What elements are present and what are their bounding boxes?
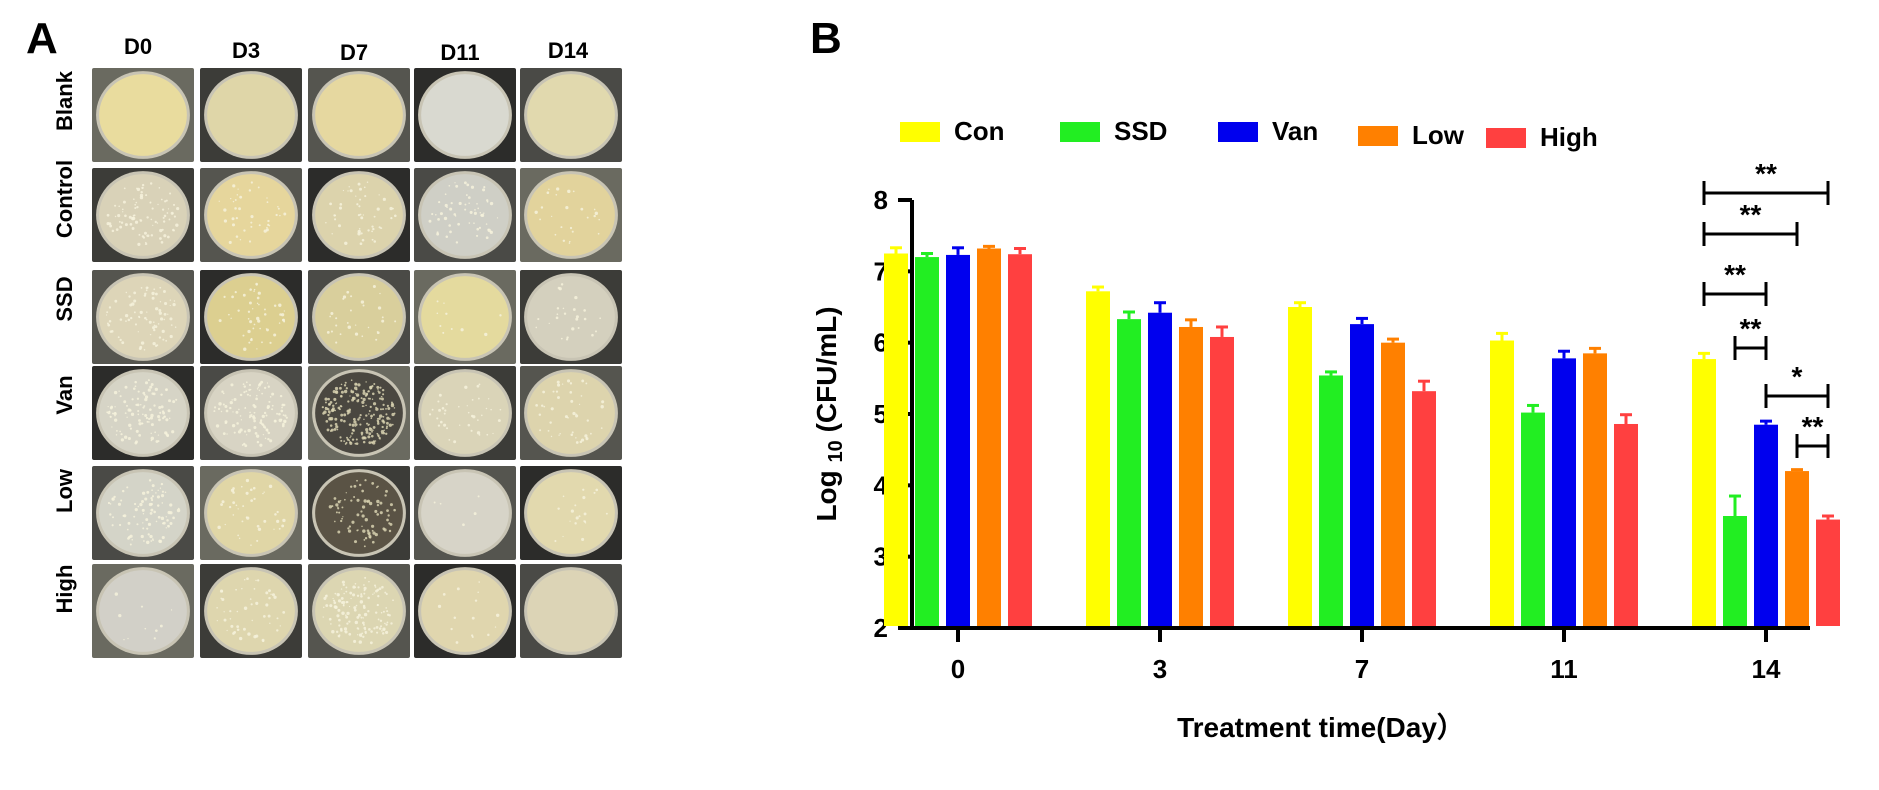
plate-photo bbox=[520, 564, 622, 658]
legend-label-ssd: SSD bbox=[1114, 116, 1168, 146]
plate-photo bbox=[414, 466, 516, 560]
legend-item-high: High bbox=[1486, 122, 1598, 153]
y-axis-label-unit: (CFU/mL) bbox=[811, 306, 842, 440]
x-tick-label: 0 bbox=[951, 654, 965, 684]
plate-photo bbox=[308, 366, 410, 460]
bar-high bbox=[1816, 519, 1840, 626]
panel-a: A D0 D3 D7 D11 D14 Blank Control SSD Van… bbox=[0, 0, 780, 790]
plate-photo bbox=[200, 466, 302, 560]
y-axis-label-main: Log bbox=[811, 462, 842, 521]
plate-photo bbox=[92, 68, 194, 162]
bar-con bbox=[884, 253, 908, 626]
x-tick-label: 11 bbox=[1550, 654, 1578, 684]
x-axis-label: Treatment time(Day） bbox=[1177, 711, 1465, 743]
bar-high bbox=[1008, 254, 1032, 627]
plate-photo bbox=[414, 68, 516, 162]
plate-photo bbox=[520, 168, 622, 262]
bar-ssd bbox=[1521, 412, 1545, 626]
bar-con bbox=[1692, 359, 1716, 626]
y-axis-label: Log 10 (CFU/mL) bbox=[811, 306, 847, 521]
legend-swatch-low bbox=[1358, 125, 1398, 146]
bar-high bbox=[1210, 336, 1234, 626]
x-tick-label: 3 bbox=[1153, 654, 1167, 684]
bar-van bbox=[946, 254, 970, 626]
bar-ssd bbox=[1723, 516, 1747, 626]
plate-photo bbox=[200, 168, 302, 262]
significance-label: ** bbox=[1740, 199, 1762, 230]
bar-con bbox=[1288, 307, 1312, 626]
y-axis-label-subscript: 10 bbox=[825, 440, 847, 462]
bar-low bbox=[1381, 342, 1405, 626]
plate-photo bbox=[200, 564, 302, 658]
plate-photo bbox=[520, 68, 622, 162]
column-header-d11: D11 bbox=[440, 40, 480, 65]
plate-photo bbox=[308, 168, 410, 262]
bar-van bbox=[1754, 424, 1778, 626]
bar-van bbox=[1350, 324, 1374, 626]
significance-label: ** bbox=[1755, 158, 1777, 189]
plate-photo bbox=[308, 270, 410, 364]
plate-photo bbox=[414, 270, 516, 364]
bar-van bbox=[1148, 312, 1172, 626]
plate-photo bbox=[92, 564, 194, 658]
significance-label: ** bbox=[1740, 313, 1762, 344]
legend-item-ssd: SSD bbox=[1060, 116, 1167, 147]
x-tick-label: 14 bbox=[1752, 654, 1781, 684]
legend-item-con: Con bbox=[900, 116, 1005, 147]
legend-label-van: Van bbox=[1272, 116, 1319, 146]
bar-low bbox=[977, 248, 1001, 627]
column-header-d3: D3 bbox=[231, 38, 261, 63]
y-tick-label: 8 bbox=[874, 185, 888, 215]
bar-ssd bbox=[915, 257, 939, 626]
legend-swatch-ssd bbox=[1060, 121, 1100, 142]
plate-photo bbox=[308, 564, 410, 658]
bar-high bbox=[1412, 391, 1436, 626]
legend-label-high: High bbox=[1540, 122, 1598, 152]
column-header-d14: D14 bbox=[547, 38, 589, 63]
bar-con bbox=[1086, 291, 1110, 626]
legend-label-con: Con bbox=[954, 116, 1005, 146]
legend-swatch-con bbox=[900, 121, 940, 142]
bar-high bbox=[1614, 423, 1638, 626]
plate-photo bbox=[520, 270, 622, 364]
bar-ssd bbox=[1117, 319, 1141, 626]
row-header-high: High bbox=[52, 564, 77, 614]
x-tick-label: 7 bbox=[1355, 654, 1369, 684]
bar-van bbox=[1552, 358, 1576, 626]
panel-b: B Con SSD Van Low High 2 3 4 5 6 7 8 0 3 7 11 14 ** *… bbox=[780, 0, 1879, 790]
bar-low bbox=[1785, 471, 1809, 626]
plate-photo bbox=[92, 466, 194, 560]
significance-label: ** bbox=[1802, 411, 1824, 442]
plate-photo bbox=[414, 168, 516, 262]
legend-item-van: Van bbox=[1218, 116, 1318, 147]
plate-photo bbox=[520, 466, 622, 560]
plate-photo bbox=[92, 168, 194, 262]
plate-photo bbox=[200, 68, 302, 162]
panel-a-letter: A bbox=[26, 14, 58, 63]
significance-label: * bbox=[1792, 361, 1803, 392]
bar-ssd bbox=[1319, 375, 1343, 626]
plate-photo bbox=[308, 68, 410, 162]
plate-photo bbox=[414, 564, 516, 658]
legend-item-low: Low bbox=[1358, 120, 1464, 151]
legend-swatch-high bbox=[1486, 127, 1526, 148]
plate-photo bbox=[308, 466, 410, 560]
plate-photo bbox=[414, 366, 516, 460]
plate-photo bbox=[92, 366, 194, 460]
column-header-d7: D7 bbox=[339, 40, 369, 65]
legend-label-low: Low bbox=[1412, 120, 1464, 150]
significance-label: ** bbox=[1724, 259, 1746, 290]
plate-photo bbox=[92, 270, 194, 364]
bar-con bbox=[1490, 340, 1514, 626]
bar-low bbox=[1179, 326, 1203, 626]
column-header-d0: D0 bbox=[123, 34, 153, 59]
plate-photo bbox=[200, 366, 302, 460]
plate-photo bbox=[520, 366, 622, 460]
panel-b-letter: B bbox=[810, 14, 842, 63]
plate-photo bbox=[200, 270, 302, 364]
legend-swatch-van bbox=[1218, 121, 1258, 142]
bar-low bbox=[1583, 353, 1607, 626]
